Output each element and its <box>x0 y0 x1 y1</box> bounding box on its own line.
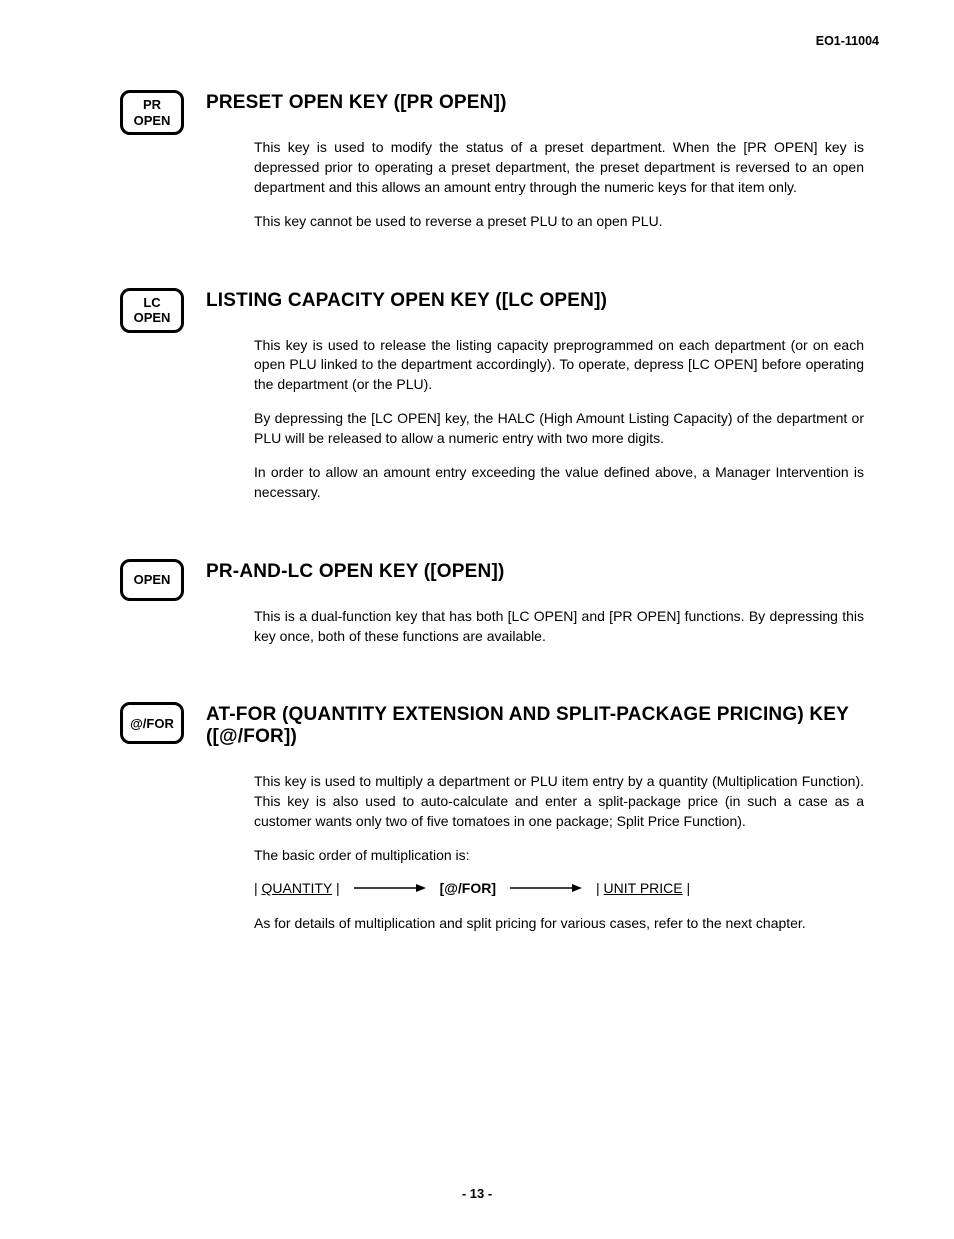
section-body: LISTING CAPACITY OPEN KEY ([LC OPEN]) Th… <box>206 290 864 517</box>
section-body: PR-AND-LC OPEN KEY ([OPEN]) This is a du… <box>206 561 864 661</box>
keycap-at-for: @/FOR <box>120 702 184 744</box>
flow-quantity: | QUANTITY | <box>254 880 340 896</box>
section-title: LISTING CAPACITY OPEN KEY ([LC OPEN]) <box>206 290 864 312</box>
document-id: EO1-11004 <box>816 34 879 48</box>
page-number: - 13 - <box>0 1186 954 1201</box>
flow-diagram: | QUANTITY | [@/FOR] | UNIT PRICE | <box>206 880 864 896</box>
flow-unit-price: | UNIT PRICE | <box>596 880 690 896</box>
paragraph: This key cannot be used to reverse a pre… <box>206 212 864 232</box>
page: EO1-11004 PROPEN PRESET OPEN KEY ([PR OP… <box>0 0 954 1239</box>
paragraph: This key is used to multiply a departmen… <box>206 772 864 832</box>
section-body: PRESET OPEN KEY ([PR OPEN]) This key is … <box>206 92 864 246</box>
section-body: AT-FOR (QUANTITY EXTENSION AND SPLIT-PAC… <box>206 704 864 947</box>
paragraph: As for details of multiplication and spl… <box>206 914 864 934</box>
keycap-lc-open: LCOPEN <box>120 288 184 333</box>
section-at-for: @/FOR AT-FOR (QUANTITY EXTENSION AND SPL… <box>120 704 864 947</box>
section-pr-open: PROPEN PRESET OPEN KEY ([PR OPEN]) This … <box>120 92 864 246</box>
content: PROPEN PRESET OPEN KEY ([PR OPEN]) This … <box>120 92 864 948</box>
paragraph: By depressing the [LC OPEN] key, the HAL… <box>206 409 864 449</box>
section-title: PRESET OPEN KEY ([PR OPEN]) <box>206 92 864 114</box>
keycap-pr-open: PROPEN <box>120 90 184 135</box>
arrow-right-icon <box>510 882 582 894</box>
section-title: AT-FOR (QUANTITY EXTENSION AND SPLIT-PAC… <box>206 704 864 748</box>
section-title: PR-AND-LC OPEN KEY ([OPEN]) <box>206 561 864 583</box>
section-lc-open: LCOPEN LISTING CAPACITY OPEN KEY ([LC OP… <box>120 290 864 517</box>
flow-mid: [@/FOR] <box>440 880 496 896</box>
section-open: OPEN PR-AND-LC OPEN KEY ([OPEN]) This is… <box>120 561 864 661</box>
keycap-open: OPEN <box>120 559 184 601</box>
arrow-right-icon <box>354 882 426 894</box>
paragraph: This is a dual-function key that has bot… <box>206 607 864 647</box>
paragraph: The basic order of multiplication is: <box>206 846 864 866</box>
paragraph: This key is used to release the listing … <box>206 336 864 396</box>
paragraph: This key is used to modify the status of… <box>206 138 864 198</box>
paragraph: In order to allow an amount entry exceed… <box>206 463 864 503</box>
